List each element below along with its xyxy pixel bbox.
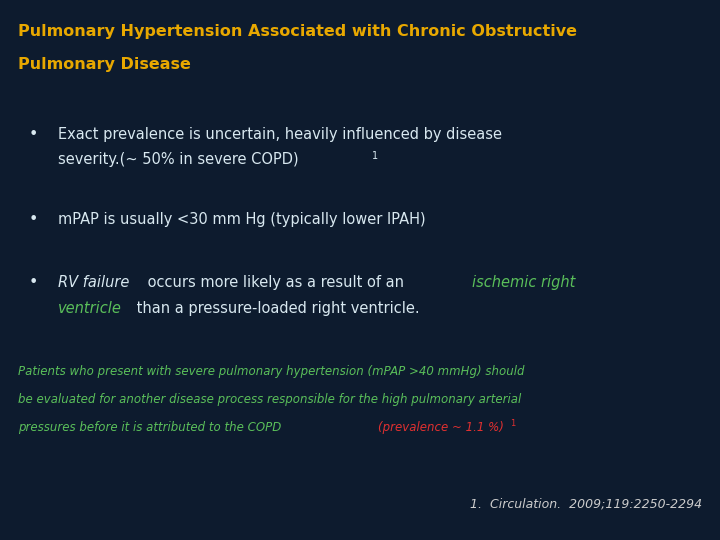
Text: (prevalence ~ 1.1 %): (prevalence ~ 1.1 %) [378,421,504,434]
Text: be evaluated for another disease process responsible for the high pulmonary arte: be evaluated for another disease process… [18,393,521,406]
Text: Patients who present with severe pulmonary hypertension (mPAP >40 mmHg) should: Patients who present with severe pulmona… [18,364,524,377]
Text: occurs more likely as a result of an: occurs more likely as a result of an [143,275,408,291]
Text: 1: 1 [372,151,379,161]
Text: •: • [29,127,38,142]
Text: Pulmonary Disease: Pulmonary Disease [18,57,191,72]
Text: ischemic right: ischemic right [472,275,576,291]
Text: ventricle: ventricle [58,301,122,316]
Text: •: • [29,275,38,291]
Text: mPAP is usually <30 mm Hg (typically lower IPAH): mPAP is usually <30 mm Hg (typically low… [58,212,426,227]
Text: 1: 1 [510,418,515,428]
Text: pressures before it is attributed to the COPD: pressures before it is attributed to the… [18,421,285,434]
Text: Exact prevalence is uncertain, heavily influenced by disease: Exact prevalence is uncertain, heavily i… [58,127,502,142]
Text: •: • [29,212,38,227]
Text: Pulmonary Hypertension Associated with Chronic Obstructive: Pulmonary Hypertension Associated with C… [18,24,577,39]
Text: RV failure: RV failure [58,275,129,291]
Text: severity.(~ 50% in severe COPD): severity.(~ 50% in severe COPD) [58,152,298,167]
Text: than a pressure-loaded right ventricle.: than a pressure-loaded right ventricle. [132,301,420,316]
Text: 1.  Circulation.  2009;119:2250-2294: 1. Circulation. 2009;119:2250-2294 [470,497,702,510]
